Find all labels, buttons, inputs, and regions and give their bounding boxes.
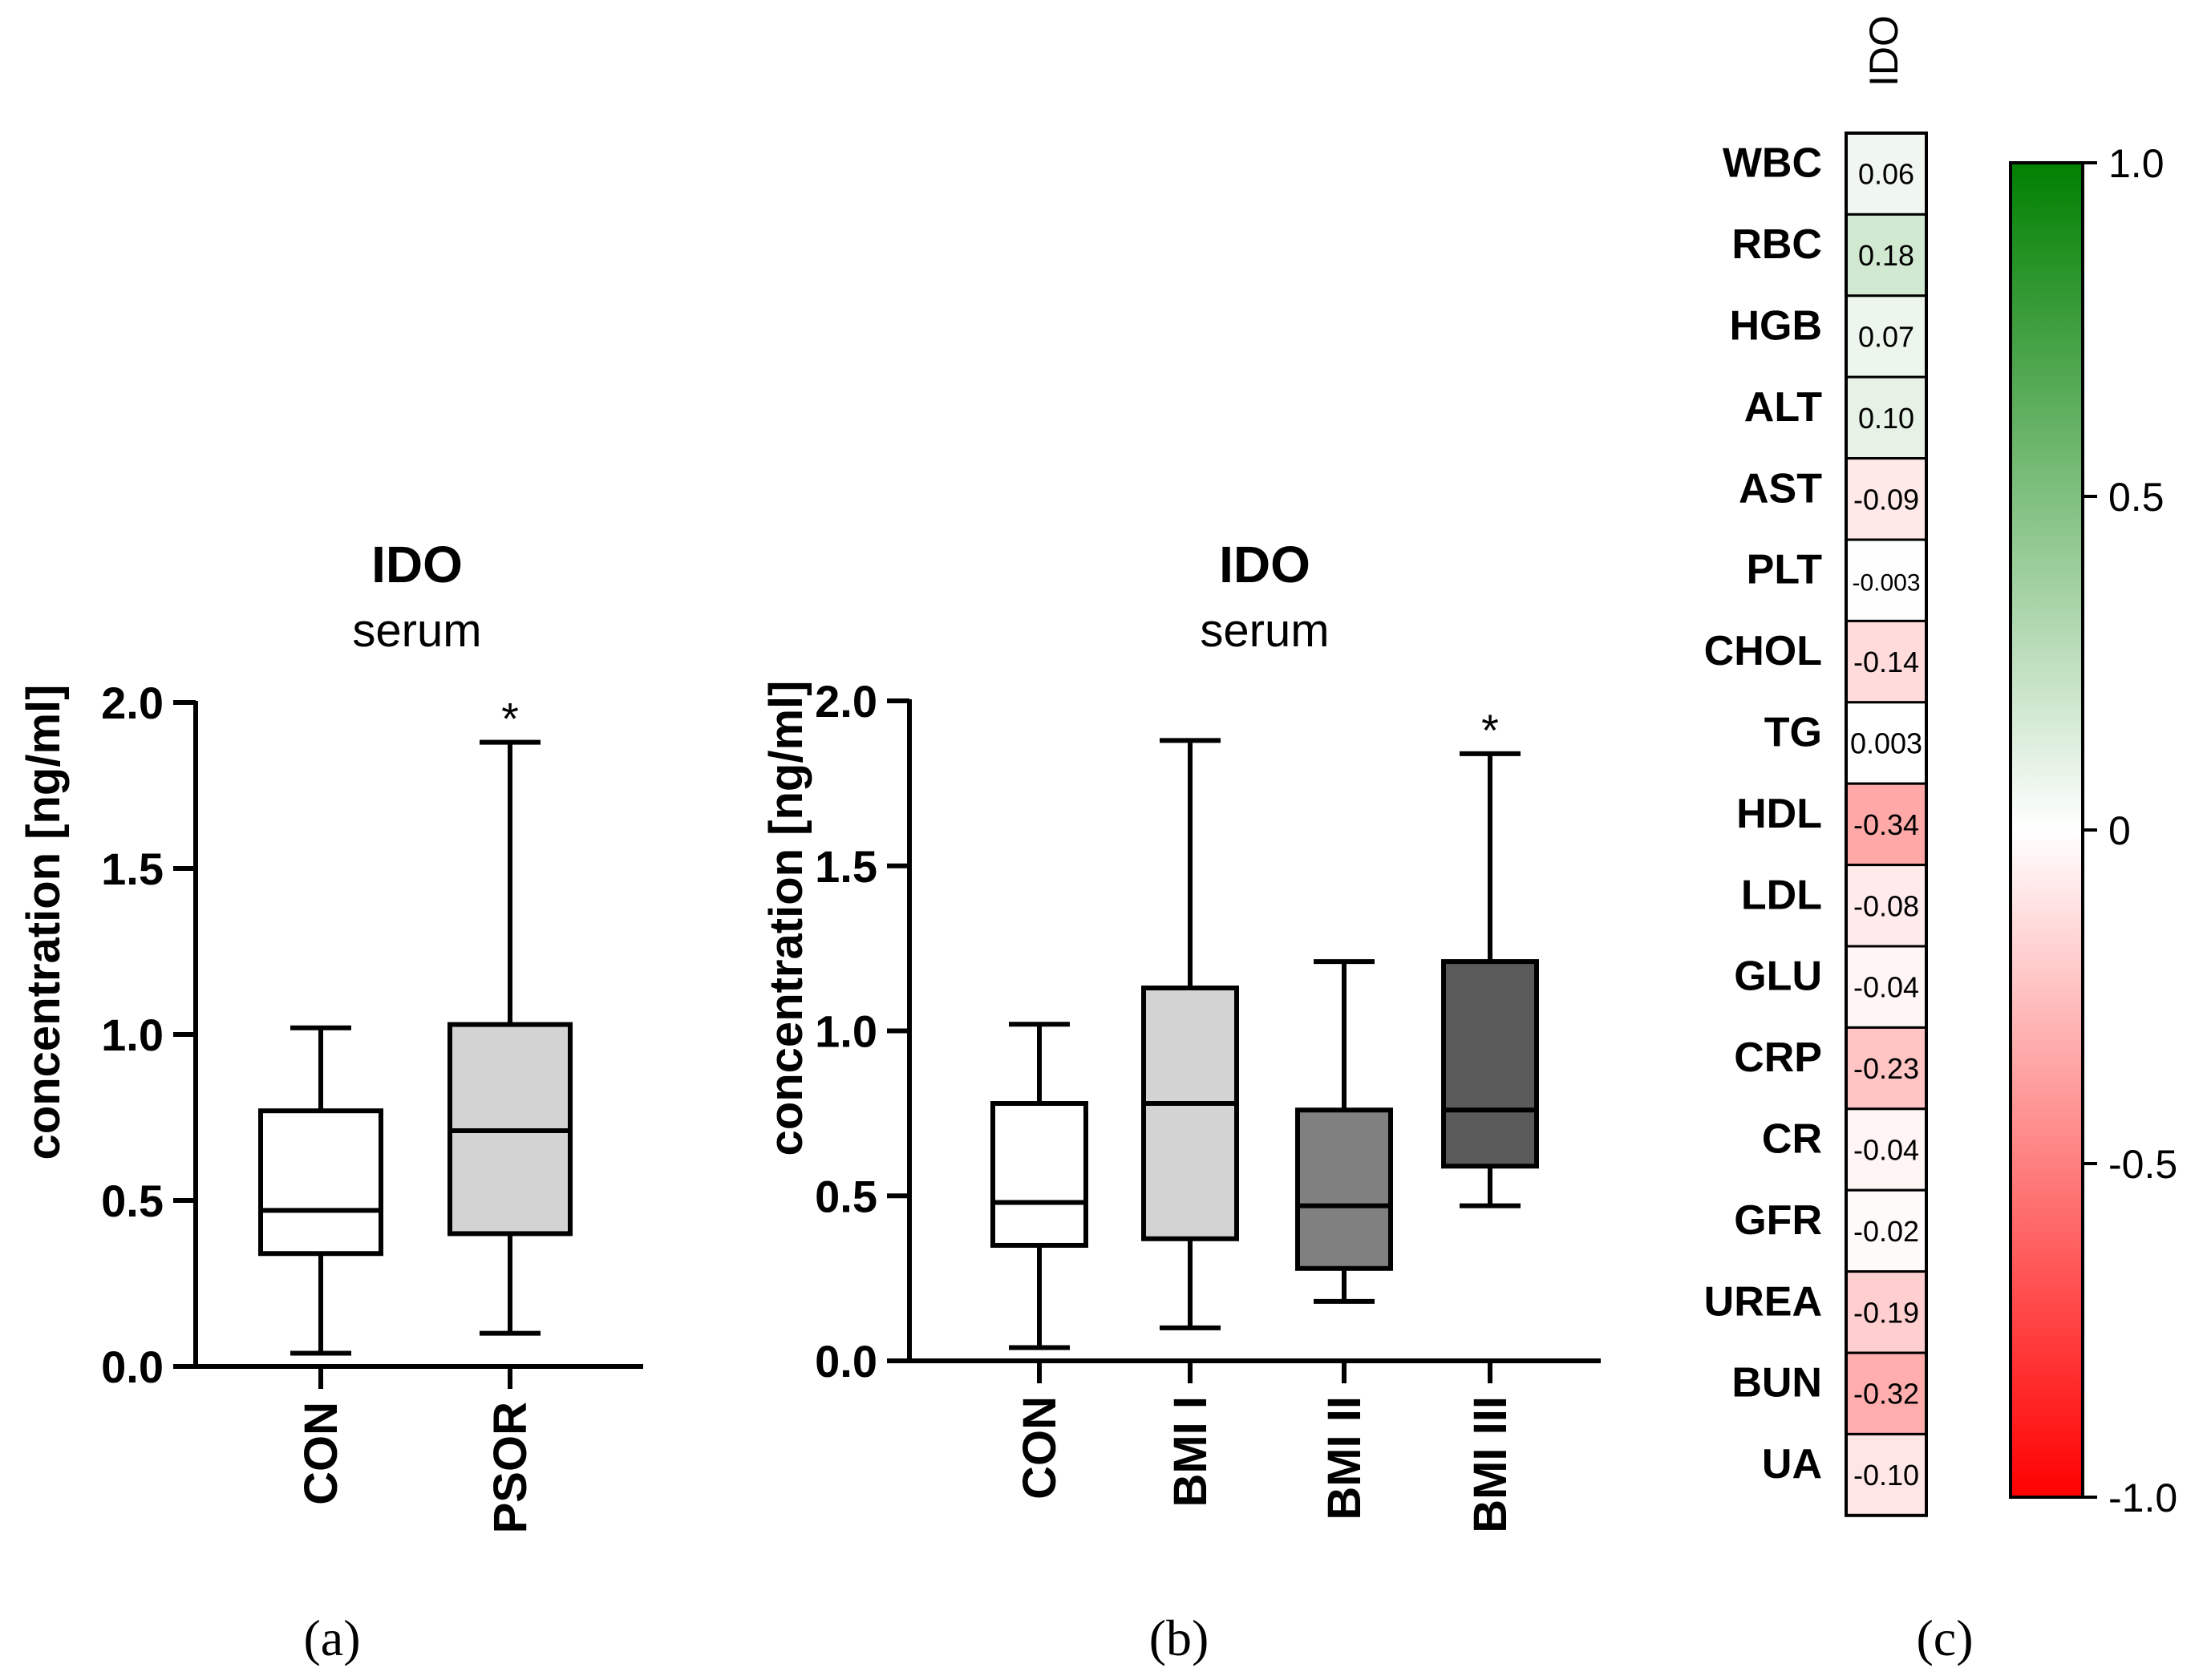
heatmap-row-label: PLT xyxy=(1747,547,1823,593)
heatmap-cell-value: 0.003 xyxy=(1850,727,1922,760)
box-iqr xyxy=(1295,1107,1393,1271)
heatmap-cell-value: 0.06 xyxy=(1858,158,1914,191)
panel-b-boxplot: IDO serum concentration [ng/ml] 0.0 0.5 1.… xyxy=(760,536,1601,1666)
y-tick-label: 1.0 xyxy=(815,1006,877,1057)
heatmap-row-label: TG xyxy=(1764,710,1822,756)
panel-a-y-axis: 0.0 0.5 1.0 1.5 2.0 xyxy=(101,678,198,1392)
heatmap-cell-value: -0.04 xyxy=(1853,971,1919,1004)
y-tick-label: 1.0 xyxy=(101,1010,164,1060)
x-tick-label: CON xyxy=(1014,1396,1066,1500)
heatmap-cell-value: -0.04 xyxy=(1853,1134,1919,1167)
heatmap-row-label: CR xyxy=(1762,1116,1822,1163)
heatmap-cell-value: -0.003 xyxy=(1852,570,1920,597)
panel-b-ylabel: concentration [ng/ml] xyxy=(760,681,812,1156)
heatmap-cells: 0.06 WBC 0.18 RBC 0.07 HGB 0.10 ALT -0.09 AST -0.0… xyxy=(1704,132,1928,1517)
y-tick-label: 0.5 xyxy=(815,1171,877,1221)
heatmap-column-label: IDO xyxy=(1861,15,1906,87)
heatmap-cell xyxy=(1845,213,1928,298)
panel-b-label: (b) xyxy=(1149,1609,1209,1666)
colorbar-tick-label: 0.5 xyxy=(2108,475,2165,520)
x-tick-label: PSOR xyxy=(484,1402,537,1533)
box-iqr xyxy=(258,1108,383,1257)
heatmap-cell-value: -0.10 xyxy=(1853,1459,1919,1492)
heatmap-row-label: GFR xyxy=(1734,1197,1822,1244)
heatmap-cell-value: 0.10 xyxy=(1858,402,1914,435)
heatmap-row-label: WBC xyxy=(1723,140,1822,187)
heatmap-row-label: ALT xyxy=(1744,384,1822,431)
heatmap-cell-value: 0.07 xyxy=(1858,321,1914,354)
colorbar-tick-label: 0 xyxy=(2108,808,2131,853)
heatmap-cell xyxy=(1845,945,1928,1029)
x-tick-label: BMI III xyxy=(1464,1396,1517,1533)
y-tick-label: 2.0 xyxy=(101,678,164,728)
heatmap-cell-value: -0.19 xyxy=(1853,1296,1919,1329)
significance-mark: * xyxy=(501,694,519,744)
heatmap-row-label: HDL xyxy=(1736,791,1822,837)
heatmap-cell xyxy=(1845,375,1928,460)
panel-b-subtitle: serum xyxy=(1200,605,1329,657)
colorbar-ticks: 1.0 0.5 0 -0.5 -1.0 xyxy=(2083,141,2177,1520)
heatmap-row-label: LDL xyxy=(1741,872,1822,918)
panel-a-x-axis: CON PSOR xyxy=(193,1364,643,1533)
heatmap-border xyxy=(1845,132,1928,1517)
heatmap-row-label: UA xyxy=(1762,1441,1822,1488)
heatmap-cell-value: -0.32 xyxy=(1853,1378,1919,1411)
y-tick-label: 2.0 xyxy=(815,676,877,727)
panel-a-ylabel: concentration [ng/ml] xyxy=(18,685,70,1160)
panel-b-title: IDO xyxy=(1219,536,1310,593)
y-tick-label: 0.0 xyxy=(815,1336,877,1387)
heatmap-cell-value: -0.23 xyxy=(1853,1052,1919,1085)
panel-a-subtitle: serum xyxy=(352,605,481,657)
y-tick-label: 1.5 xyxy=(101,844,164,894)
panel-a-title: IDO xyxy=(371,536,463,593)
heatmap-cell xyxy=(1845,1188,1928,1273)
panel-c-heatmap: IDO 0.06 WBC 0.18 RBC 0.07 HGB 0.10 ALT -0.09 AST… xyxy=(1704,15,2178,1666)
heatmap-cell-value: -0.34 xyxy=(1853,808,1919,841)
heatmap-row-label: UREA xyxy=(1704,1278,1822,1325)
panel-a-label: (a) xyxy=(303,1609,360,1666)
significance-mark: * xyxy=(1481,705,1499,755)
heatmap-row-label: RBC xyxy=(1731,221,1822,268)
heatmap-row-label: BUN xyxy=(1731,1360,1822,1407)
colorbar-tick-label: -1.0 xyxy=(2108,1476,2177,1520)
heatmap-row-label: HGB xyxy=(1729,303,1822,350)
y-tick-label: 0.5 xyxy=(101,1176,164,1226)
panel-b-y-axis: 0.0 0.5 1.0 1.5 2.0 xyxy=(815,676,912,1387)
heatmap-cell-value: -0.02 xyxy=(1853,1215,1919,1248)
heatmap-cell-value: 0.18 xyxy=(1858,239,1914,272)
heatmap-cell-value: -0.08 xyxy=(1853,889,1919,922)
heatmap-cell xyxy=(1845,457,1928,541)
colorbar-tick-label: -0.5 xyxy=(2108,1142,2177,1187)
panel-b-boxes: * xyxy=(990,705,1539,1350)
x-tick-label: BMI I xyxy=(1164,1396,1217,1508)
heatmap-cell xyxy=(1845,294,1928,379)
y-tick-label: 0.0 xyxy=(101,1342,164,1392)
heatmap-row-label: CHOL xyxy=(1704,628,1822,674)
heatmap-cell xyxy=(1845,864,1928,948)
x-tick-label: CON xyxy=(295,1402,347,1505)
colorbar-tick-label: 1.0 xyxy=(2108,141,2165,186)
panel-a-boxes: * xyxy=(258,694,573,1356)
panel-b-x-axis: CON BMI I BMI II BMI III xyxy=(907,1358,1601,1533)
panel-a-boxplot: IDO serum concentration [ng/ml] 0.0 0.5 1.… xyxy=(18,536,643,1666)
colorbar xyxy=(2009,161,2084,1499)
heatmap-cell-value: -0.14 xyxy=(1853,646,1919,678)
x-tick-label: BMI II xyxy=(1318,1396,1371,1520)
panel-c-label: (c) xyxy=(1916,1609,1973,1666)
y-tick-label: 1.5 xyxy=(815,841,877,892)
box-iqr xyxy=(990,1101,1088,1248)
box-iqr xyxy=(1141,986,1239,1241)
heatmap-cell-value: -0.09 xyxy=(1853,483,1919,516)
heatmap-row-label: CRP xyxy=(1734,1034,1822,1081)
heatmap-cell xyxy=(1845,1026,1928,1111)
box-iqr xyxy=(1441,959,1539,1169)
heatmap-row-label: GLU xyxy=(1734,953,1822,1000)
heatmap-row-label: AST xyxy=(1739,465,1822,512)
